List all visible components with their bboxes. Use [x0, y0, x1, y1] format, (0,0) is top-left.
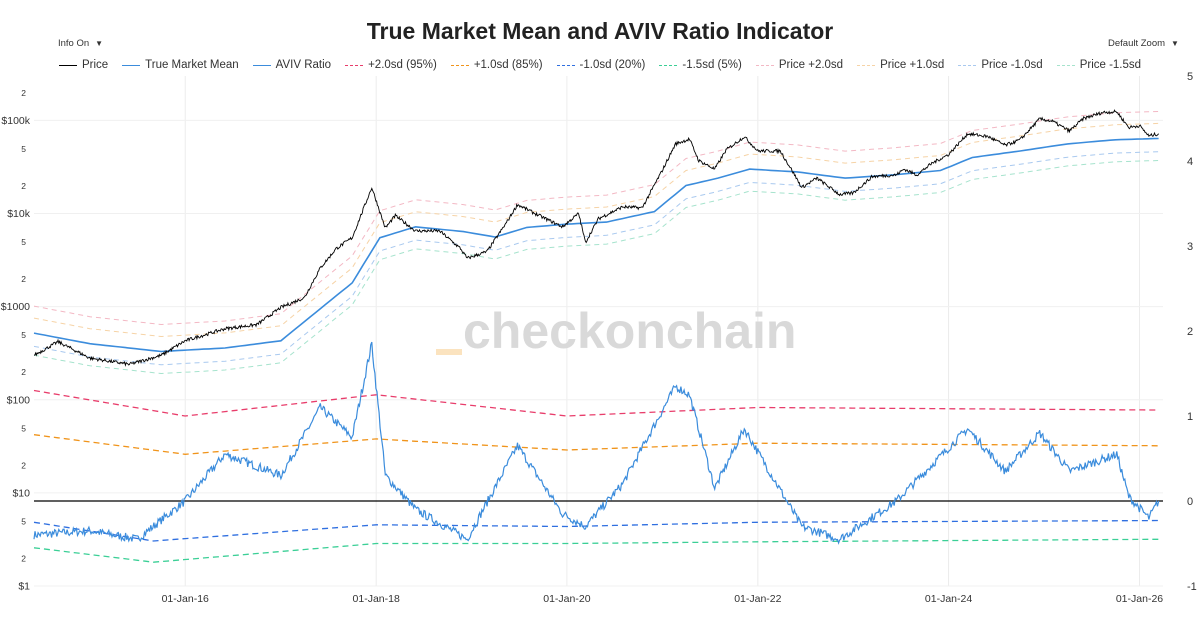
aviv-minus1sd-line — [33, 519, 1159, 542]
legend-item[interactable]: Price +2.0sd — [755, 59, 844, 71]
true-market-mean-line — [33, 137, 1159, 353]
legend-item[interactable]: AVIV Ratio — [252, 59, 332, 71]
dropdown-arrow-icon: ▼ — [1171, 39, 1179, 48]
legend-label: -1.5sd (5%) — [682, 59, 742, 71]
legend-item[interactable]: -1.5sd (5%) — [659, 59, 742, 71]
zoom-select-label: Default Zoom — [1108, 38, 1166, 49]
legend-item[interactable]: True Market Mean — [122, 59, 239, 71]
x-tick-label: 01-Jan-24 — [925, 593, 972, 605]
y-right-tick-label: 2 — [1187, 326, 1193, 338]
y-left-tick-label: 2 — [21, 88, 26, 98]
zoom-select[interactable]: Default Zoom ▼ — [1108, 38, 1179, 49]
x-tick-label: 01-Jan-18 — [353, 593, 400, 605]
y-left-tick-label: $10k — [7, 208, 31, 220]
y-right-tick-label: 3 — [1187, 241, 1193, 253]
price-line — [34, 109, 1159, 367]
y-left-tick-label: 2 — [21, 367, 26, 377]
legend-item[interactable]: +1.0sd (85%) — [450, 59, 543, 71]
y-left-tick-label: 5 — [21, 516, 26, 526]
chart-legend: Price True Market Mean AVIV Ratio +2.0sd (9… — [0, 59, 1200, 71]
legend-swatch — [450, 64, 469, 66]
price-minus15sd-line — [33, 160, 1159, 375]
legend-label: Price +1.0sd — [880, 59, 945, 71]
y-left-tick-label: 2 — [21, 460, 26, 470]
y-left-tick-label: 2 — [21, 553, 26, 563]
y-right-tick-label: 4 — [1187, 156, 1193, 168]
legend-label: Price +2.0sd — [778, 59, 844, 71]
aviv-ratio-line — [33, 341, 1160, 545]
legend-item[interactable]: Price +1.0sd — [857, 59, 944, 71]
info-toggle[interactable]: Info On ▼ — [58, 38, 103, 49]
y-left-tick-label: 2 — [21, 274, 26, 284]
legend-item[interactable]: +2.0sd (95%) — [345, 59, 437, 71]
aviv-plus1sd-line — [33, 434, 1159, 455]
price-plus2sd-line — [33, 111, 1159, 326]
y-left-tick-label: 5 — [21, 144, 26, 154]
legend-label: -1.0sd (20%) — [579, 59, 646, 71]
legend-swatch — [556, 64, 575, 66]
x-tick-label: 01-Jan-26 — [1116, 593, 1163, 605]
y-right-tick-label: -1 — [1187, 581, 1197, 593]
x-tick-label: 01-Jan-20 — [543, 593, 590, 605]
watermark-text: checkonchain — [463, 303, 797, 359]
legend-item[interactable]: Price — [58, 59, 109, 71]
y-right-tick-label: 0 — [1187, 496, 1193, 508]
legend-swatch — [659, 64, 678, 66]
legend-swatch — [252, 64, 271, 66]
legend-label: +1.0sd (85%) — [473, 59, 543, 71]
legend-item[interactable]: Price -1.5sd — [1056, 59, 1142, 71]
legend-swatch — [755, 64, 774, 66]
y-left-tick-label: 5 — [21, 330, 26, 340]
legend-swatch — [345, 64, 364, 66]
aviv-minus15sd-line — [33, 538, 1159, 563]
legend-label: +2.0sd (95%) — [368, 59, 437, 71]
info-toggle-label: Info On — [58, 38, 90, 49]
y-left-tick-label: $100k — [1, 115, 30, 127]
y-left-tick-label: $10 — [12, 487, 30, 499]
legend-swatch — [1056, 64, 1075, 66]
y-left-tick-label: $1 — [18, 581, 30, 593]
legend-swatch — [857, 64, 876, 66]
y-left-tick-label: $1000 — [1, 301, 30, 313]
y-left-tick-label: $100 — [7, 394, 31, 406]
legend-label: AVIV Ratio — [275, 59, 332, 71]
legend-swatch — [122, 64, 141, 66]
legend-label: True Market Mean — [145, 59, 239, 71]
legend-item[interactable]: Price -1.0sd — [958, 59, 1043, 71]
dropdown-arrow-icon: ▼ — [95, 39, 104, 48]
legend-label: Price -1.0sd — [981, 59, 1043, 71]
legend-item[interactable]: -1.0sd (20%) — [556, 59, 646, 71]
legend-label: Price -1.5sd — [1079, 59, 1142, 71]
chart-title: True Market Mean and AVIV Ratio Indicato… — [366, 18, 834, 44]
y-left-tick-label: 5 — [21, 237, 26, 247]
price-plus1sd-line — [33, 122, 1159, 338]
y-right-tick-label: 5 — [1187, 71, 1193, 83]
y-left-tick-label: 5 — [21, 423, 26, 433]
watermark-bar — [436, 349, 462, 355]
y-right-tick-label: 1 — [1187, 411, 1193, 423]
legend-swatch — [58, 64, 77, 66]
y-left-tick-label: 2 — [21, 181, 26, 191]
legend-swatch — [958, 64, 977, 66]
aviv-plus2sd-line — [33, 389, 1159, 417]
x-tick-label: 01-Jan-22 — [734, 593, 781, 605]
legend-label: Price — [81, 59, 109, 71]
x-tick-label: 01-Jan-16 — [162, 593, 209, 605]
